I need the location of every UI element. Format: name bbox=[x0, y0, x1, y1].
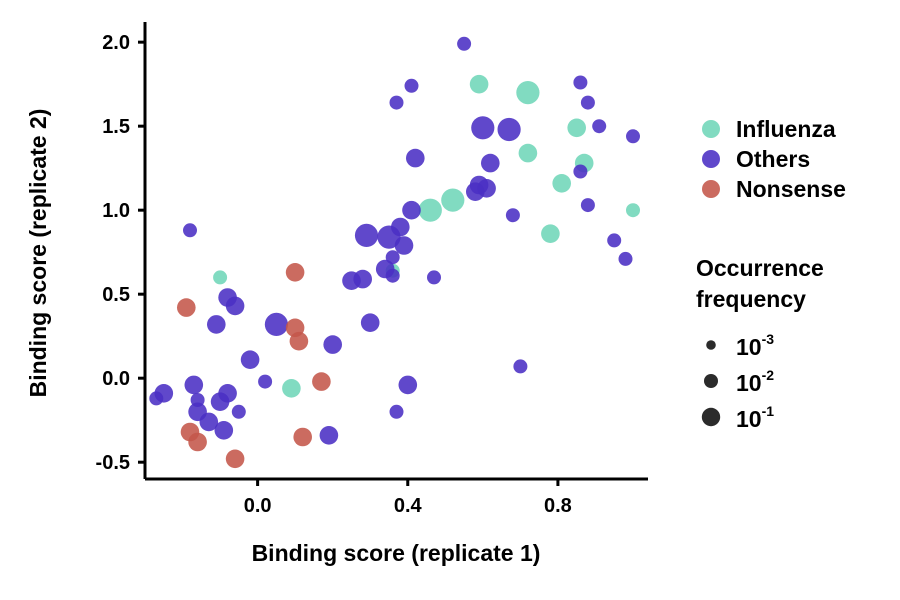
point-others-42 bbox=[497, 117, 521, 142]
size-legend-title-line2: frequency bbox=[696, 286, 806, 312]
series-influenza bbox=[213, 74, 640, 398]
y-tick-label-4: 1.5 bbox=[102, 116, 130, 138]
point-others-9 bbox=[214, 421, 234, 440]
point-others-6 bbox=[199, 412, 219, 432]
point-others-31 bbox=[398, 375, 418, 395]
point-others-47 bbox=[580, 95, 595, 110]
axes bbox=[143, 22, 648, 481]
y-axis-title: Binding score (replicate 2) bbox=[25, 109, 51, 398]
legend-label-influenza: Influenza bbox=[736, 116, 836, 142]
point-nonsense-0 bbox=[177, 298, 196, 317]
point-others-21 bbox=[354, 223, 379, 247]
point-others-1 bbox=[154, 384, 174, 403]
x-tick-label-0: 0.0 bbox=[244, 495, 272, 517]
point-others-43 bbox=[505, 208, 520, 223]
point-others-48 bbox=[580, 198, 595, 213]
size-legend-marker-2 bbox=[701, 407, 721, 427]
ticks: 0.0 0.4 0.8 -0.5 0.0 0.5 1.0 1.5 2.0 bbox=[96, 32, 572, 517]
point-nonsense-3 bbox=[225, 449, 245, 469]
point-others-2 bbox=[183, 223, 197, 238]
point-others-45 bbox=[573, 75, 588, 90]
size-legend-exponent-2: -1 bbox=[762, 403, 775, 419]
legend-marker-nonsense bbox=[702, 180, 720, 198]
point-others-13 bbox=[231, 404, 246, 419]
points-layer bbox=[149, 36, 640, 469]
point-others-52 bbox=[626, 129, 640, 144]
point-others-16 bbox=[264, 312, 288, 336]
point-influenza-3 bbox=[418, 198, 442, 222]
x-tick-label-2: 0.8 bbox=[544, 495, 572, 517]
x-tick-label-1: 0.4 bbox=[394, 495, 423, 517]
point-influenza-7 bbox=[518, 143, 538, 163]
point-others-12 bbox=[225, 296, 245, 316]
legend-marker-influenza bbox=[702, 120, 720, 138]
point-others-49 bbox=[592, 119, 607, 134]
series-nonsense bbox=[177, 263, 331, 469]
point-others-28 bbox=[389, 404, 404, 419]
point-others-30 bbox=[394, 236, 414, 255]
point-others-41 bbox=[481, 153, 500, 173]
point-others-33 bbox=[404, 78, 419, 93]
point-others-29 bbox=[391, 217, 410, 237]
y-tick-label-5: 2.0 bbox=[102, 32, 130, 54]
point-nonsense-7 bbox=[293, 427, 313, 447]
point-nonsense-6 bbox=[289, 331, 309, 351]
point-nonsense-2 bbox=[188, 432, 207, 452]
point-influenza-1 bbox=[282, 379, 301, 398]
point-others-14 bbox=[240, 350, 260, 370]
point-others-32 bbox=[402, 200, 421, 220]
size-legend-label-2: 10-1 bbox=[736, 403, 774, 432]
point-nonsense-8 bbox=[312, 372, 331, 391]
size-legend-label-0: 10-3 bbox=[736, 331, 774, 360]
point-others-15 bbox=[258, 374, 273, 389]
point-others-17 bbox=[319, 426, 339, 445]
point-others-35 bbox=[427, 270, 441, 285]
point-influenza-5 bbox=[469, 74, 489, 94]
point-others-44 bbox=[513, 359, 528, 374]
point-others-18 bbox=[323, 335, 343, 354]
point-others-7 bbox=[207, 315, 226, 334]
series-others bbox=[149, 36, 640, 445]
y-tick-label-1: 0.0 bbox=[102, 368, 130, 390]
point-influenza-4 bbox=[441, 188, 465, 212]
y-tick-label-0: -0.5 bbox=[96, 452, 130, 474]
point-others-22 bbox=[360, 313, 380, 333]
legend-marker-others bbox=[702, 150, 720, 168]
size-legend-label-1: 10-2 bbox=[736, 367, 774, 396]
point-others-50 bbox=[607, 233, 622, 248]
point-others-40 bbox=[477, 179, 496, 198]
point-others-20 bbox=[353, 269, 373, 289]
size-legend-exponent-1: -2 bbox=[762, 367, 775, 383]
point-others-26 bbox=[385, 268, 400, 283]
point-others-3 bbox=[184, 375, 204, 395]
point-influenza-8 bbox=[541, 224, 560, 243]
size-legend-exponent-0: -3 bbox=[762, 331, 775, 347]
point-others-39 bbox=[471, 116, 495, 140]
size-legend-title-line1: Occurrence bbox=[696, 255, 824, 281]
point-influenza-0 bbox=[213, 270, 228, 285]
point-influenza-12 bbox=[626, 203, 640, 218]
point-nonsense-4 bbox=[285, 263, 305, 282]
y-tick-label-3: 1.0 bbox=[102, 200, 130, 222]
legend-label-others: Others bbox=[736, 146, 810, 172]
size-legend-marker-1 bbox=[704, 374, 718, 388]
point-others-11 bbox=[218, 384, 237, 403]
point-others-46 bbox=[573, 164, 588, 179]
x-axis-title: Binding score (replicate 1) bbox=[252, 540, 541, 566]
point-others-36 bbox=[457, 36, 472, 51]
point-others-25 bbox=[385, 250, 400, 265]
point-others-27 bbox=[389, 95, 404, 110]
legend-label-nonsense: Nonsense bbox=[736, 176, 846, 202]
y-tick-label-2: 0.5 bbox=[102, 284, 130, 306]
legend: Influenza Others Nonsense Occurrence frequen… bbox=[696, 116, 846, 432]
point-influenza-9 bbox=[552, 174, 571, 193]
point-others-34 bbox=[406, 148, 425, 168]
point-influenza-6 bbox=[516, 81, 540, 105]
point-others-51 bbox=[618, 251, 633, 266]
size-legend-marker-0 bbox=[706, 340, 716, 350]
point-influenza-10 bbox=[567, 118, 586, 138]
